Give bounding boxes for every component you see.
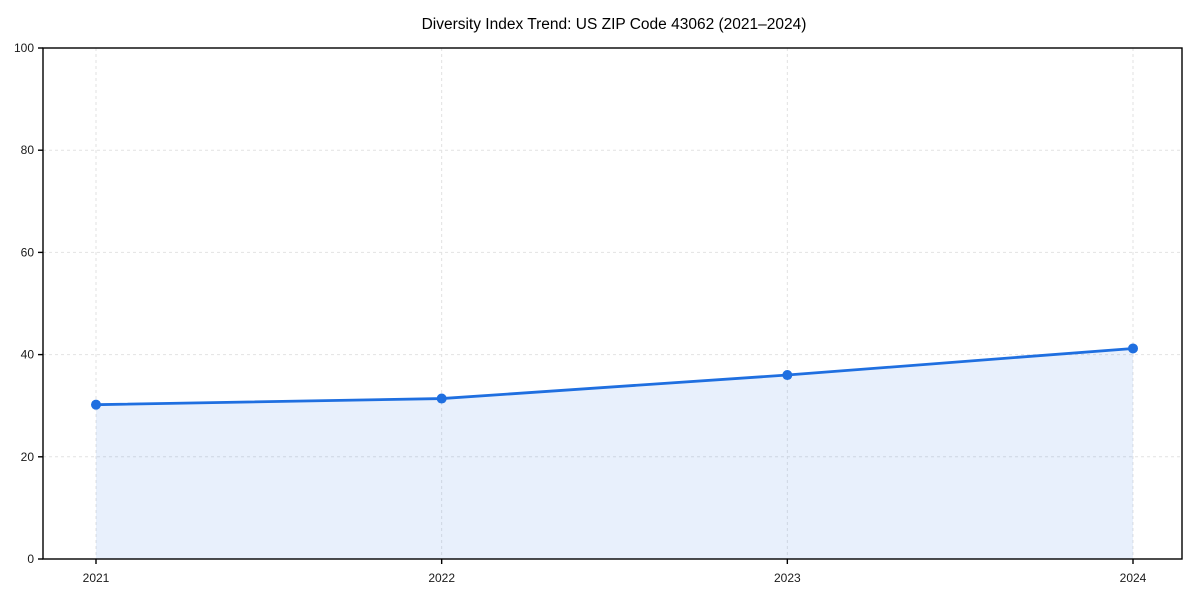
data-point-2023 (782, 370, 793, 381)
x-axis-tick-label: 2024 (1120, 571, 1147, 585)
area-fill (96, 348, 1133, 559)
y-axis-tick-label: 100 (14, 41, 34, 55)
chart-title: Diversity Index Trend: US ZIP Code 43062… (422, 16, 807, 33)
y-axis-tick-label: 80 (21, 143, 35, 157)
trend-line (94, 347, 1135, 407)
y-axis-tick-label: 20 (21, 450, 35, 464)
x-axis-tick-label: 2023 (774, 571, 801, 585)
axis-layer: 0 20 40 60 80 100 2021 2022 2023 2024 (14, 41, 1183, 585)
x-axis-tick-label: 2021 (83, 571, 110, 585)
y-axis-tick-label: 0 (27, 552, 34, 566)
data-point-2022 (436, 393, 447, 404)
data-point-2021 (91, 399, 101, 410)
grid-layer (43, 48, 1182, 559)
x-axis-tick-label: 2022 (428, 571, 455, 585)
data-point-2024 (1128, 343, 1138, 354)
data-layer (91, 343, 1138, 559)
plot-border (42, 47, 1183, 560)
y-axis-tick-label: 40 (21, 348, 35, 362)
y-axis-tick-label: 60 (21, 245, 35, 259)
